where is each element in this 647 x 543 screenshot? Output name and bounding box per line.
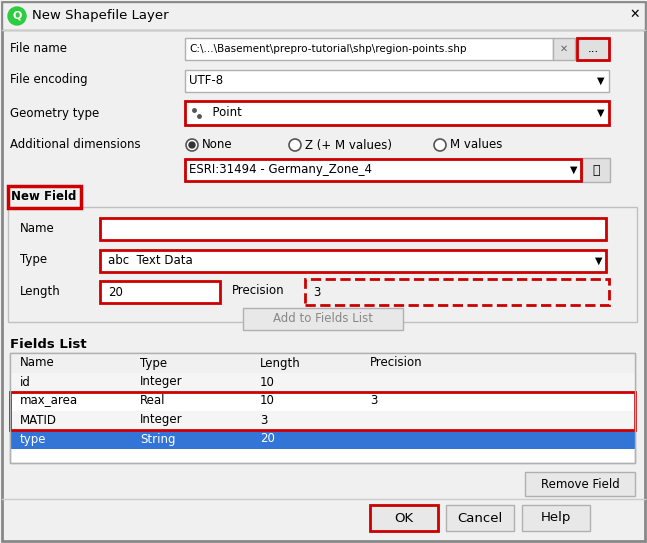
Text: ...: ...	[587, 42, 598, 55]
Text: New Shapefile Layer: New Shapefile Layer	[32, 9, 169, 22]
Bar	[305, 279, 609, 305]
Text: None: None	[202, 138, 233, 151]
Text: 3: 3	[313, 286, 320, 299]
Text: Precision: Precision	[370, 357, 422, 369]
Text: Length: Length	[20, 285, 61, 298]
Bar	[10, 353, 635, 373]
Bar	[10, 353, 635, 463]
Text: Additional dimensions: Additional dimensions	[10, 138, 140, 151]
Bar	[10, 411, 635, 430]
Bar	[100, 218, 606, 240]
Text: MATID: MATID	[20, 414, 57, 426]
Text: Length: Length	[260, 357, 301, 369]
Bar	[10, 373, 635, 392]
Text: File name: File name	[10, 41, 67, 54]
Bar	[370, 505, 438, 531]
Bar	[243, 308, 403, 330]
Text: ✕: ✕	[630, 8, 641, 21]
Bar	[10, 353, 635, 463]
Text: 🌍: 🌍	[592, 163, 600, 176]
Bar	[185, 101, 609, 125]
Bar	[100, 281, 220, 303]
Text: Z (+ M values): Z (+ M values)	[305, 138, 392, 151]
Text: Fields List: Fields List	[10, 338, 87, 350]
Text: Type: Type	[140, 357, 167, 369]
Text: ▼: ▼	[595, 256, 603, 266]
Text: 10: 10	[260, 376, 275, 388]
Text: String: String	[140, 433, 175, 445]
Text: Q: Q	[12, 11, 22, 21]
Circle shape	[8, 7, 26, 25]
Text: Real: Real	[140, 395, 166, 407]
Bar	[10, 392, 635, 411]
Text: File encoding: File encoding	[10, 73, 87, 86]
Bar	[185, 70, 609, 92]
Text: abc  Text Data: abc Text Data	[108, 255, 193, 268]
Circle shape	[434, 139, 446, 151]
Bar	[10, 430, 635, 449]
Bar	[577, 38, 609, 60]
Text: M values: M values	[450, 138, 502, 151]
Bar	[8, 186, 81, 208]
Text: Add to Fields List: Add to Fields List	[273, 313, 373, 325]
Bar	[370, 505, 438, 531]
Text: 10: 10	[260, 395, 275, 407]
Text: Help: Help	[541, 512, 571, 525]
Text: ▼: ▼	[597, 108, 605, 118]
Circle shape	[289, 139, 301, 151]
Text: 20: 20	[108, 286, 123, 299]
Circle shape	[189, 142, 195, 148]
Text: Integer: Integer	[140, 376, 182, 388]
Text: Precision: Precision	[232, 285, 285, 298]
Text: Point: Point	[205, 106, 242, 119]
Text: Name: Name	[20, 222, 55, 235]
Bar	[185, 159, 581, 181]
Bar	[100, 250, 606, 272]
Text: ▼: ▼	[570, 165, 578, 175]
Text: ✕: ✕	[560, 44, 568, 54]
Bar	[582, 158, 610, 182]
Text: Cancel: Cancel	[457, 512, 503, 525]
Text: 20: 20	[260, 433, 275, 445]
Text: Remove Field: Remove Field	[541, 477, 619, 490]
Bar	[522, 505, 590, 531]
Text: OK: OK	[395, 512, 413, 525]
Text: Name: Name	[20, 357, 55, 369]
Text: ESRI:31494 - Germany_Zone_4: ESRI:31494 - Germany_Zone_4	[189, 163, 372, 176]
Bar	[185, 101, 609, 125]
Text: 3: 3	[260, 414, 267, 426]
Bar	[2, 2, 645, 30]
Text: Type: Type	[20, 254, 47, 267]
Bar	[185, 38, 553, 60]
Text: 3: 3	[370, 395, 377, 407]
Text: C:\...\Basement\prepro-tutorial\shp\region-points.shp: C:\...\Basement\prepro-tutorial\shp\regi…	[189, 44, 466, 54]
Text: Geometry type: Geometry type	[10, 106, 99, 119]
Bar	[10, 392, 635, 430]
Bar	[577, 38, 609, 60]
Text: Integer: Integer	[140, 414, 182, 426]
Bar	[446, 505, 514, 531]
Text: UTF-8: UTF-8	[189, 74, 223, 87]
Text: ▼: ▼	[597, 76, 605, 86]
Text: type: type	[20, 433, 47, 445]
Bar	[525, 472, 635, 496]
Bar	[553, 38, 575, 60]
Text: id: id	[20, 376, 31, 388]
Circle shape	[186, 139, 198, 151]
Text: New Field: New Field	[11, 191, 77, 204]
Text: max_area: max_area	[20, 395, 78, 407]
Bar	[8, 207, 637, 322]
Bar	[185, 159, 581, 181]
